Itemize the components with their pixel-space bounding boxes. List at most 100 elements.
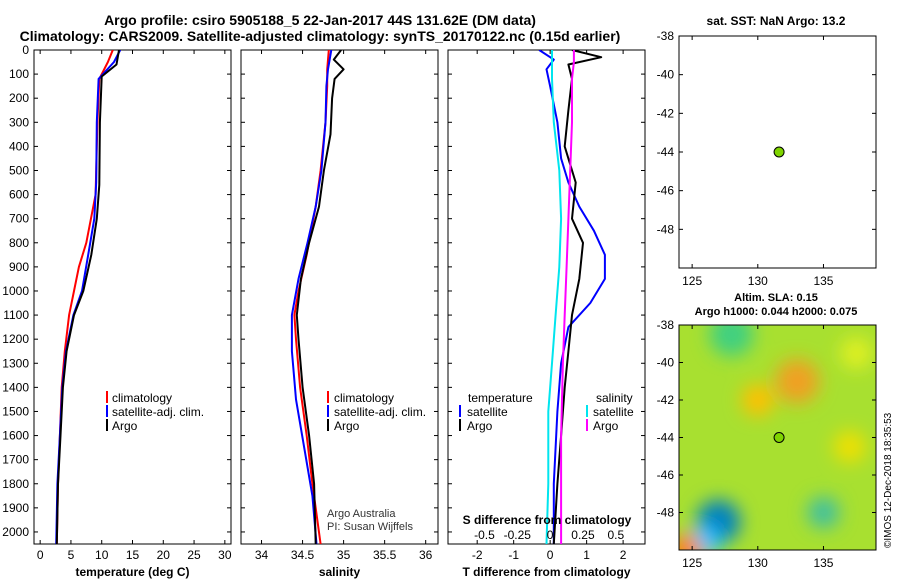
- x-tick-label: 1: [583, 548, 590, 562]
- x-axis-label: temperature (deg C): [75, 565, 189, 579]
- x-tick-label: -1: [508, 548, 519, 562]
- salinity-panel: 34 34.5 35 35.5 36 salinity: [240, 49, 439, 579]
- series-line-argo: [55, 50, 120, 544]
- y-tick-label: -44: [657, 145, 675, 159]
- imos-credit: ©IMOS 12-Dec-2018 18:35:53: [883, 413, 894, 548]
- series-line-satellite-adj-clim-: [290, 50, 333, 544]
- y-tick-label: -42: [657, 106, 675, 120]
- series-line-s-argo: [560, 50, 575, 544]
- x-tick-label: 34: [255, 548, 269, 562]
- plot-frame: [33, 49, 232, 545]
- series-line-climatology: [55, 50, 114, 544]
- series-line-t-argo: [552, 50, 603, 544]
- y-tick-label: 500: [9, 163, 29, 177]
- y-tick-label: 0: [22, 43, 29, 57]
- difference-legend: temperature satellite Argo salinity sate…: [459, 391, 634, 433]
- x-tick-label: 0: [37, 548, 44, 562]
- sla-map-title: Altim. SLA: 0.15: [734, 292, 818, 304]
- legend-label-t-argo: Argo: [467, 419, 493, 433]
- sst-map-title: sat. SST: NaN Argo: 13.2: [707, 14, 846, 28]
- sla-blob: [709, 325, 754, 357]
- s-tick-label: -0.5: [474, 528, 495, 542]
- sla-field: [679, 325, 876, 550]
- x-tick-label: 10: [95, 548, 109, 562]
- sla-blobs: [679, 325, 873, 550]
- y-tick-label: -46: [657, 184, 675, 198]
- sla-map-subtitle: Argo h1000: 0.044 h2000: 0.075: [695, 306, 858, 318]
- legend-heading-temperature: temperature: [468, 391, 533, 405]
- y-tick-label: 1900: [2, 501, 29, 515]
- legend-label-climatology: climatology: [112, 391, 172, 405]
- s-tick-label: -0.25: [504, 528, 532, 542]
- y-tick-label: 800: [9, 236, 29, 250]
- y-tick-label: 2000: [2, 525, 29, 539]
- series-group: [538, 50, 606, 544]
- series-group: [290, 50, 345, 544]
- title-line-1: Argo profile: csiro 5905188_5 22-Jan-201…: [104, 12, 536, 28]
- y-tick-label: -40: [657, 356, 675, 370]
- x-tick-label: 15: [126, 548, 140, 562]
- series-line-s-satellite: [545, 50, 563, 544]
- credit-copyright: ©IMOS: [883, 515, 894, 548]
- series-group: [55, 50, 122, 544]
- x-tick-label: 20: [157, 548, 171, 562]
- plot-frame: [240, 49, 439, 545]
- x-tick-label: 34.5: [291, 548, 315, 562]
- legend-label-argo: Argo: [334, 419, 360, 433]
- legend-label-t-satellite: satellite: [467, 405, 508, 419]
- x-tick-label: 135: [813, 556, 833, 570]
- y-tick-label: 200: [9, 91, 29, 105]
- x-tick-label: 5: [68, 548, 75, 562]
- credit-time: 18:35:53: [883, 412, 894, 452]
- s-tick-label: 0: [547, 528, 554, 542]
- sla-blob: [679, 534, 702, 550]
- x-tick-label: 36: [419, 548, 433, 562]
- legend-label-satellite: satellite-adj. clim.: [112, 405, 204, 419]
- y-tick-label: 400: [9, 139, 29, 153]
- argo-credit-line-2: PI: Susan Wijffels: [327, 521, 413, 533]
- x-tick-label: 125: [682, 556, 702, 570]
- x-tick-label: 125: [682, 274, 702, 288]
- y-tick-label: 1400: [2, 380, 29, 394]
- x-tick-label: 2: [620, 548, 627, 562]
- y-tick-label: -42: [657, 393, 675, 407]
- x-tick-label: 25: [187, 548, 201, 562]
- y-tick-label: 100: [9, 67, 29, 81]
- legend-label-satellite: satellite-adj. clim.: [334, 405, 426, 419]
- sla-blob: [741, 384, 774, 416]
- y-tick-label: 1100: [3, 308, 29, 322]
- x-axis-label: T difference from climatology: [462, 565, 630, 579]
- y-tick-label: -48: [657, 222, 675, 236]
- y-tick-label: -38: [657, 318, 675, 332]
- y-tick-label: 1700: [2, 453, 29, 467]
- y-tick-label: -38: [657, 29, 675, 43]
- salinity-legend: climatology satellite-adj. clim. Argo: [327, 391, 426, 433]
- y-tick-label: 1800: [2, 477, 29, 491]
- legend-label-argo: Argo: [112, 419, 138, 433]
- y-tick-label: -40: [657, 68, 675, 82]
- x-axis-label: salinity: [319, 565, 361, 579]
- y-tick-label: 1000: [2, 284, 29, 298]
- x-tick-label: 135: [813, 274, 833, 288]
- sst-map-panel: -38 -40 -42 -44 -46 -48 125 130 135: [657, 29, 877, 288]
- y-tick-label: -48: [657, 506, 675, 520]
- legend-label-climatology: climatology: [334, 391, 394, 405]
- sla-map-panel: -38 -40 -42 -44 -46 -48 125 130 135: [657, 318, 877, 570]
- s-difference-label: S difference from climatology: [463, 513, 632, 527]
- s-tick-label: 0.25: [571, 528, 595, 542]
- x-tick-label: 0: [547, 548, 554, 562]
- title-line-2: Climatology: CARS2009. Satellite-adjuste…: [19, 28, 621, 44]
- y-tick-label: 700: [9, 212, 29, 226]
- sla-blob: [833, 430, 866, 463]
- legend-label-s-argo: Argo: [593, 419, 619, 433]
- temperature-panel: 0100200300400500600700800900100011001200…: [2, 43, 232, 579]
- y-tick-label: -44: [657, 431, 675, 445]
- x-tick-label: 35.5: [373, 548, 397, 562]
- legend-heading-salinity: salinity: [596, 391, 633, 405]
- difference-panel: -2 -1 0 1 2 T difference from climatology -0.5…: [447, 49, 646, 579]
- sla-blob: [775, 359, 820, 404]
- y-tick-label: 600: [9, 188, 29, 202]
- series-line-argo: [295, 50, 345, 544]
- legend-label-s-satellite: satellite: [593, 405, 634, 419]
